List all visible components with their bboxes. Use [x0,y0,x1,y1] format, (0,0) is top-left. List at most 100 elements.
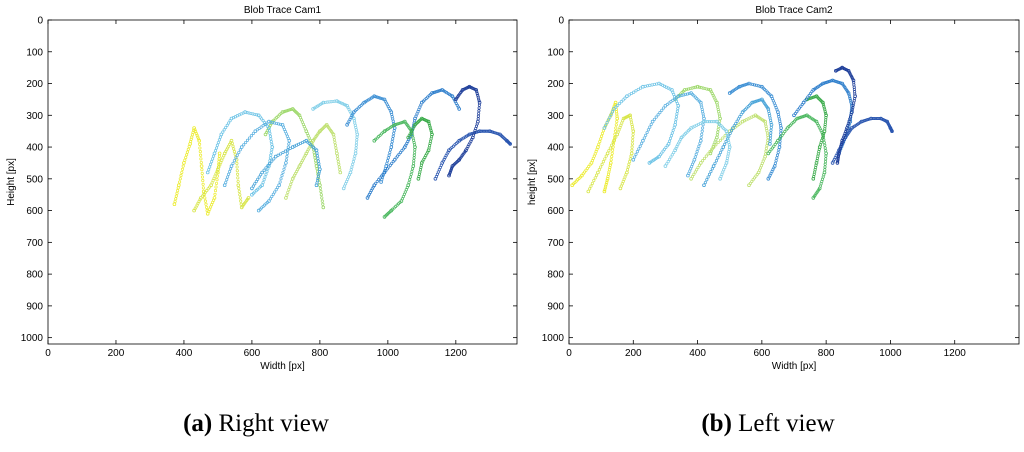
trace-dot [628,157,632,161]
trace-dot [408,175,412,179]
trace-dot [236,179,240,184]
trace-dot [629,154,633,158]
trace-dot [261,119,265,123]
trace-point [199,196,203,200]
trace-dot [202,192,206,196]
trace-point [663,164,668,168]
trace-dot [839,142,843,146]
trace-dot [224,125,228,130]
trace-dot [269,153,273,157]
trace-dot [823,108,827,112]
traces [172,84,513,219]
trace-series-8 [663,119,732,181]
trace-dot [430,130,434,135]
trace-dot [776,150,780,155]
y-tick-label: 300 [547,111,564,122]
trace-dot [482,129,486,133]
trace-dot [684,92,688,96]
trace-dot [865,118,869,122]
trace-dot [213,192,217,196]
chart-title: Blob Trace Cam1 [244,5,322,16]
trace-dot [609,158,613,162]
trace-dot [615,120,619,124]
trace-dot [235,165,239,169]
trace-point [197,138,202,143]
trace-dot [200,171,204,175]
trace-point [447,173,451,178]
trace-dot [592,179,596,183]
y-tick-label: 1000 [542,333,565,344]
trace-point [612,107,616,111]
trace-point [474,88,479,92]
trace-dot [652,117,656,121]
caption-a-label: (a) [183,410,213,437]
trace-dot [341,102,345,106]
trace-dot [704,154,708,158]
trace-dot [716,156,720,160]
trace-dot [408,178,412,182]
trace-dot [631,132,635,136]
trace-dot [214,185,218,189]
trace-point [335,99,339,103]
trace-dot [666,160,670,164]
trace-series-9 [727,81,783,181]
trace-dot [628,160,632,164]
trace-dot [469,132,473,136]
trace-dot [275,121,279,126]
trace-dot [351,160,355,164]
trace-dot [317,162,321,166]
trace-dot [694,85,698,89]
trace-dot [775,156,779,160]
trace-dot [386,159,390,163]
trace-dot [235,169,239,173]
trace-dot [325,100,329,104]
trace-dot [339,101,343,105]
x-tick-label: 800 [818,348,835,359]
trace-dot [749,82,753,86]
trace-dot [184,155,188,160]
trace-dot [603,186,607,190]
trace-dot [318,186,322,190]
trace-dot [285,109,289,113]
trace-point [205,170,210,175]
trace-dot [276,185,280,189]
trace-dot [238,196,242,200]
trace-dot [251,131,255,135]
trace-dot [222,128,226,132]
trace-dot [377,178,381,182]
trace-dot [693,155,697,159]
trace-dot [640,141,644,145]
trace-dot [840,140,844,145]
trace-dot [844,128,848,132]
trace-dot [245,138,250,142]
trace-dot [494,131,498,135]
trace-dot [211,157,215,161]
trace-dot [235,161,239,165]
trace-point [260,170,264,175]
y-tick-label: 100 [26,47,43,58]
x-tick-label: 400 [689,348,706,359]
trace-series-5 [205,110,275,197]
trace-point [382,215,387,219]
plot-area [568,19,1020,345]
trace-dot [180,167,185,171]
trace-dot [391,134,395,138]
trace-dot [263,122,267,126]
trace-point [859,119,864,124]
x-axis-label: Width [px] [772,361,817,372]
trace-dot [709,120,713,124]
trace-dot [185,150,189,154]
trace-dot [649,122,653,126]
trace-dot [714,159,718,163]
trace-dot [706,152,710,156]
trace-dot [477,106,481,110]
trace-dot [198,150,202,154]
trace-dot [660,108,664,112]
trace-dot [281,170,285,175]
trace-dot [209,162,213,166]
trace-dot [449,168,453,172]
trace-point [416,177,421,181]
trace-point [243,110,247,114]
trace-point [256,208,261,213]
trace-point [182,161,186,165]
